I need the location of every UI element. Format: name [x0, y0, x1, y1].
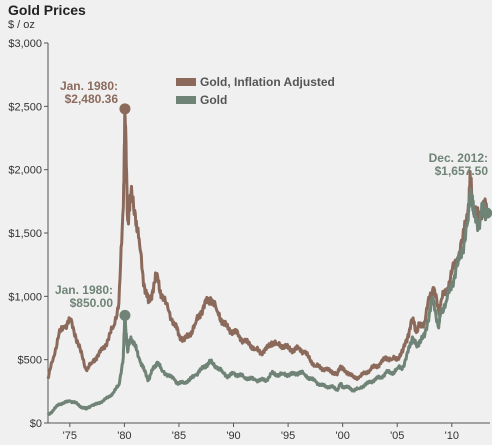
legend-label: Gold, Inflation Adjusted — [200, 75, 335, 89]
y-tick-label: $0 — [30, 418, 42, 430]
annotation-marker — [119, 103, 131, 115]
annotation-marker — [481, 207, 492, 219]
annotation-label: Dec. 2012: — [429, 151, 488, 165]
x-tick-label: '05 — [390, 430, 404, 442]
x-tick-label: '75 — [63, 430, 77, 442]
legend-swatch — [176, 78, 196, 86]
chart-title: Gold Prices — [8, 2, 86, 18]
x-tick-label: '80 — [117, 430, 131, 442]
annotation-label: Jan. 1980: — [60, 79, 118, 93]
x-tick-label: '10 — [445, 430, 459, 442]
series-line-gold-inflation-adjusted — [46, 107, 489, 381]
legend-swatch — [176, 96, 196, 104]
series-line-gold — [46, 187, 489, 416]
annotation-marker — [119, 309, 131, 321]
y-tick-label: $1,500 — [8, 228, 42, 240]
annotation-label: $1,657.50 — [435, 164, 489, 178]
annotation-label: $850.00 — [70, 296, 114, 310]
legend-label: Gold — [200, 93, 227, 107]
y-tick-label: $500 — [18, 355, 42, 367]
x-tick-label: '90 — [226, 430, 240, 442]
y-tick-label: $3,000 — [8, 38, 42, 50]
y-tick-label: $1,000 — [8, 291, 42, 303]
x-tick-label: '85 — [172, 430, 186, 442]
x-tick-label: '00 — [335, 430, 349, 442]
y-tick-label: $2,500 — [8, 101, 42, 113]
annotation-label: Jan. 1980: — [55, 283, 113, 297]
y-tick-label: $2,000 — [8, 165, 42, 177]
y-axis-unit: $ / oz — [8, 19, 35, 31]
annotation-label: $2,480.36 — [65, 92, 119, 106]
x-tick-label: '95 — [281, 430, 295, 442]
